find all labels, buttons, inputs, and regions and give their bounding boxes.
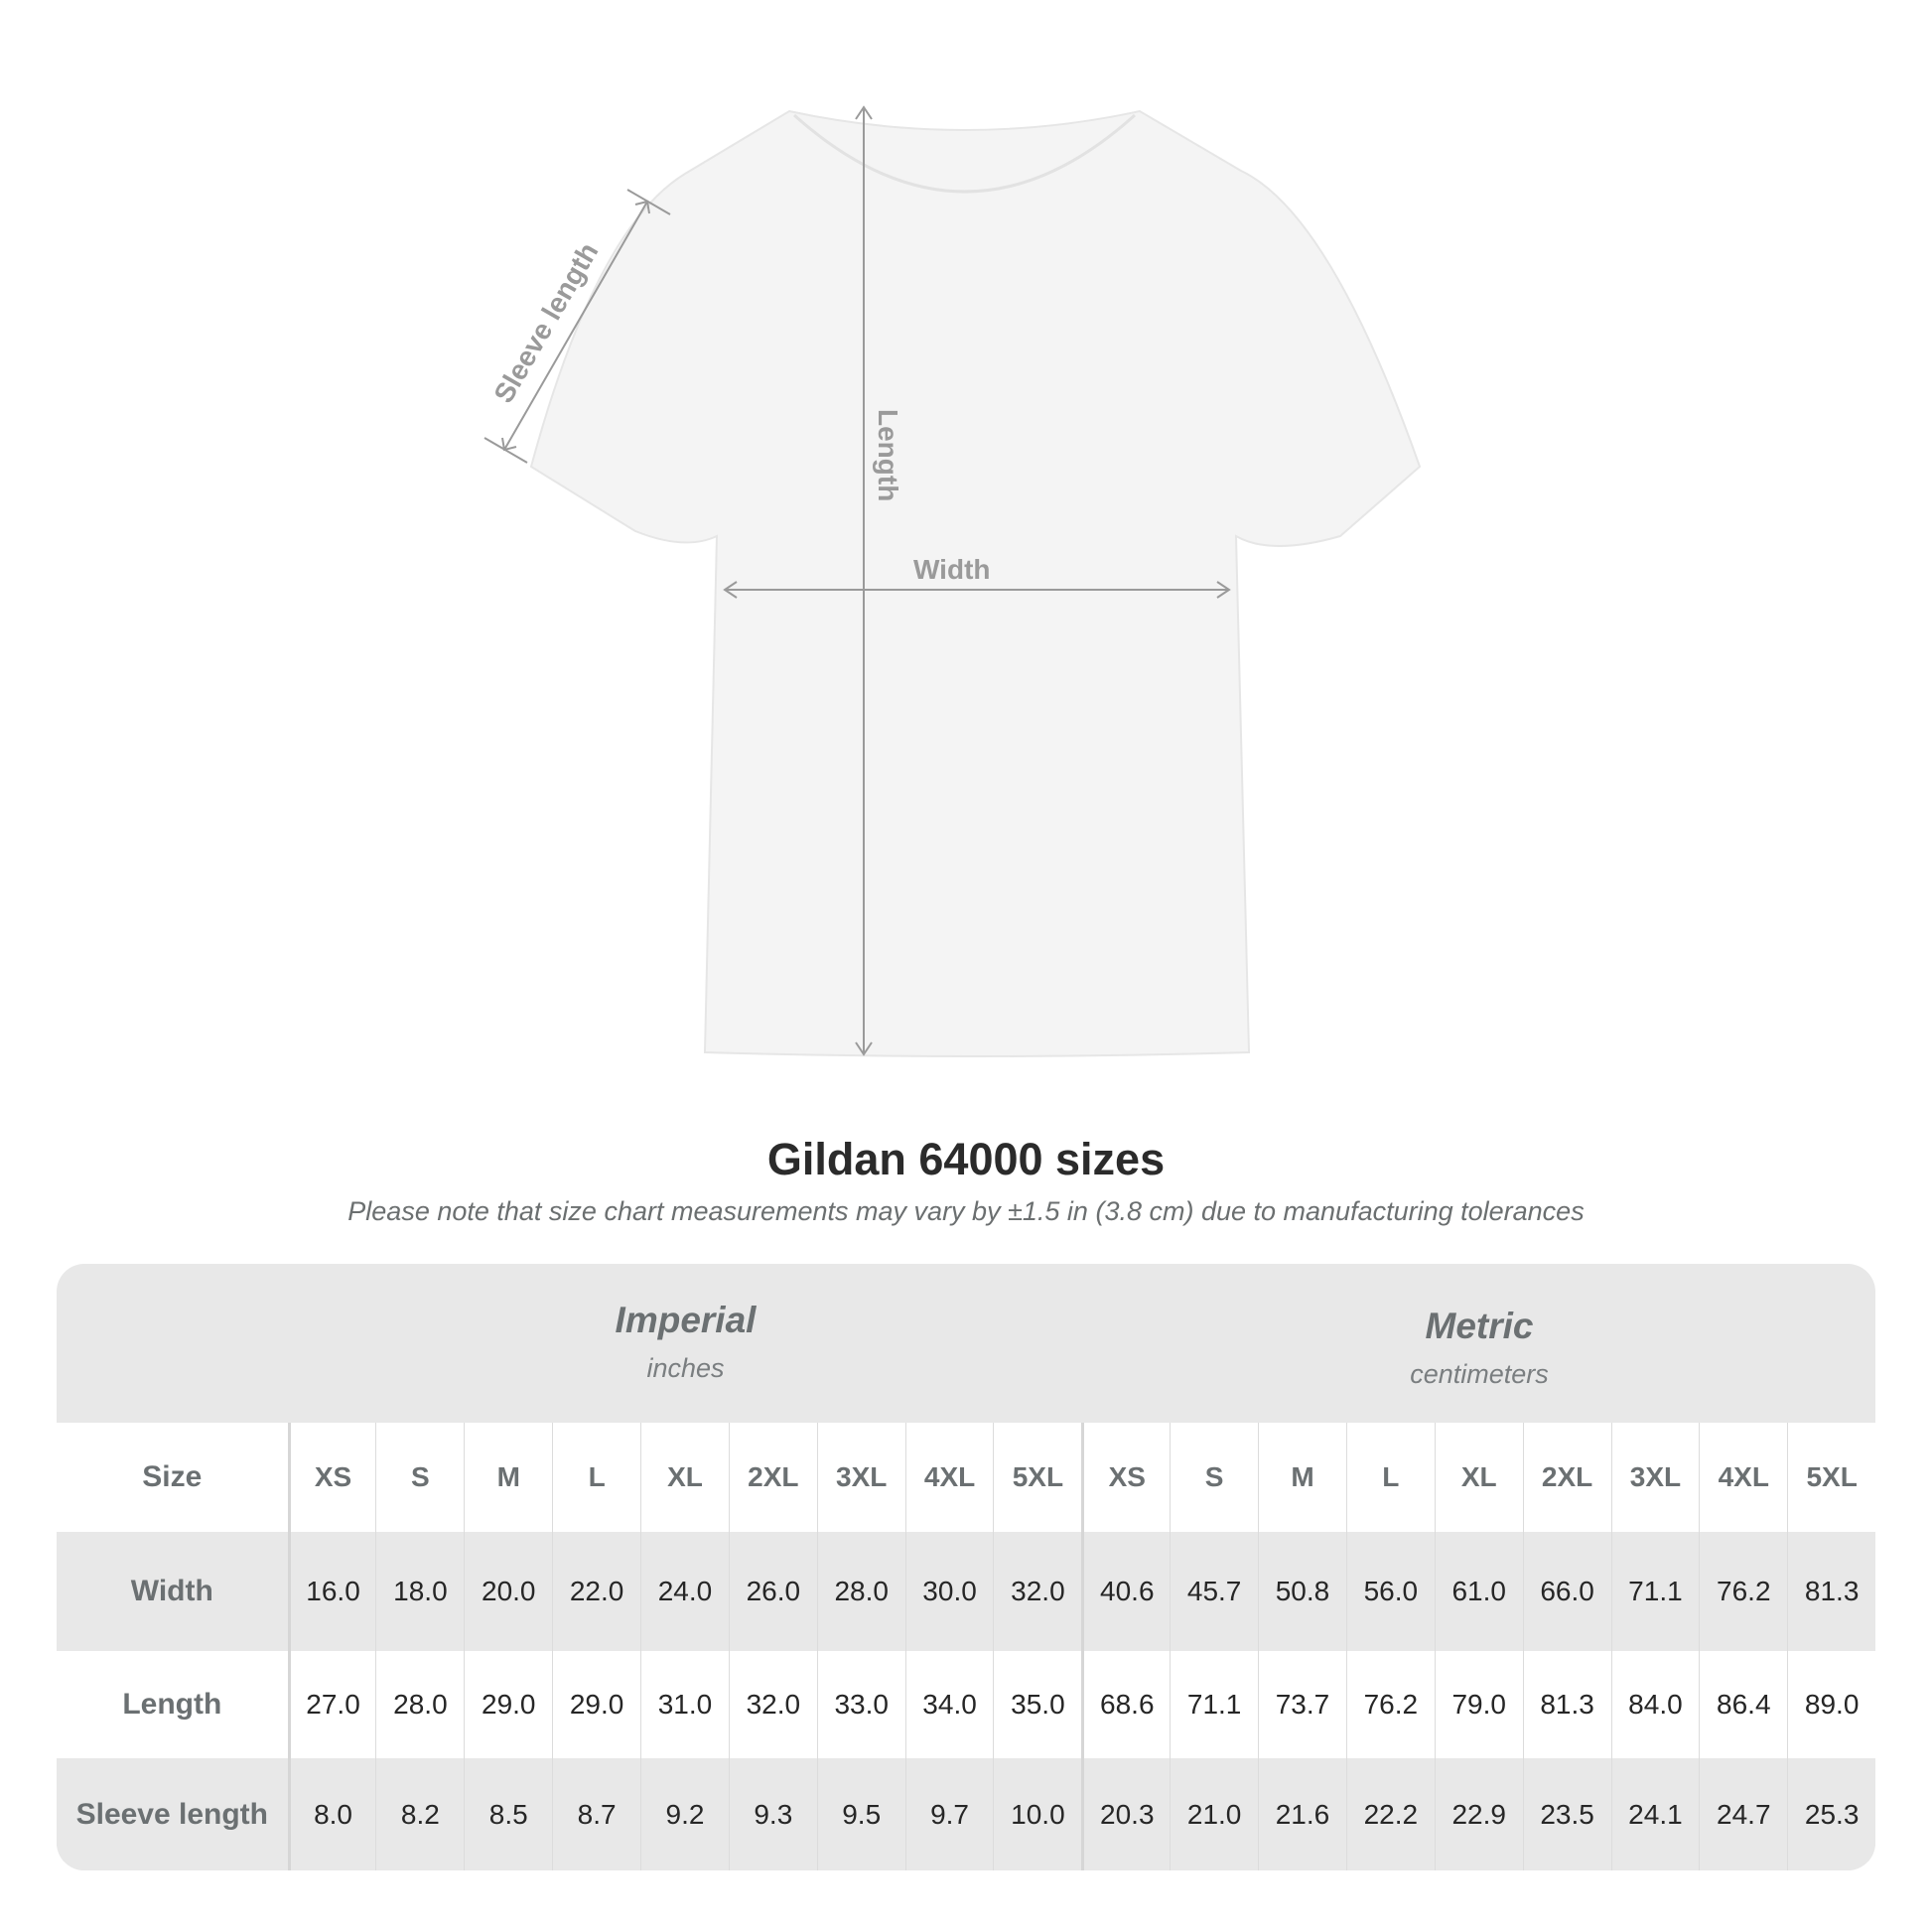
cell-metric: 71.1 (1170, 1651, 1258, 1758)
cell-imperial: 32.0 (728, 1651, 817, 1758)
metric-header: Metric centimeters (1083, 1264, 1875, 1464)
metric-unit: centimeters (1410, 1359, 1549, 1389)
cell-imperial: 35.0 (993, 1651, 1081, 1758)
cell-imperial: 29.0 (552, 1651, 640, 1758)
cell-metric: 20.3 (1081, 1758, 1170, 1870)
cell-metric: 71.1 (1610, 1532, 1700, 1651)
size-header-metric: S (1170, 1423, 1258, 1532)
cell-imperial: 34.0 (904, 1651, 994, 1758)
cell-imperial: 18.0 (375, 1532, 464, 1651)
cell-metric: 81.3 (1522, 1651, 1611, 1758)
cell-metric: 66.0 (1522, 1532, 1611, 1651)
cell-metric: 73.7 (1258, 1651, 1346, 1758)
cell-metric: 68.6 (1081, 1651, 1170, 1758)
cell-imperial: 33.0 (816, 1651, 905, 1758)
size-header-imperial: XL (640, 1423, 729, 1532)
cell-metric: 24.7 (1699, 1758, 1787, 1870)
cell-imperial: 30.0 (904, 1532, 994, 1651)
size-header-metric: 2XL (1522, 1423, 1611, 1532)
size-header-imperial: 4XL (904, 1423, 994, 1532)
cell-imperial: 26.0 (728, 1532, 817, 1651)
cell-imperial: 9.2 (640, 1758, 729, 1870)
cell-metric: 76.2 (1345, 1651, 1435, 1758)
table-row: Length 27.0 28.0 29.0 29.0 31.0 32.0 33.0 34.0 35… (57, 1651, 1875, 1758)
length-label: Length (873, 409, 903, 501)
cell-imperial: 9.3 (728, 1758, 817, 1870)
cell-imperial: 31.0 (640, 1651, 729, 1758)
page-title: Gildan 64000 sizes (766, 1134, 1166, 1184)
size-header-imperial: XS (287, 1423, 376, 1532)
row-label: Width (130, 1575, 213, 1607)
length-arrow (855, 105, 873, 1056)
cell-imperial: 32.0 (993, 1532, 1081, 1651)
cell-imperial: 22.0 (552, 1532, 640, 1651)
cell-metric: 25.3 (1787, 1758, 1875, 1870)
cell-imperial: 8.2 (375, 1758, 464, 1870)
size-header-imperial: S (375, 1423, 464, 1532)
cell-metric: 76.2 (1699, 1532, 1787, 1651)
cell-imperial: 28.0 (816, 1532, 905, 1651)
size-header-imperial: 3XL (816, 1423, 905, 1532)
size-header-label: Size (142, 1460, 203, 1493)
tshirt-diagram: Length Width Sleeve length (483, 105, 1422, 1057)
size-header-imperial: 2XL (728, 1423, 817, 1532)
cell-imperial: 28.0 (375, 1651, 464, 1758)
width-label: Width (913, 554, 991, 585)
sleeve-length-arrow (483, 189, 671, 464)
size-header-metric: XL (1434, 1423, 1523, 1532)
cell-imperial: 9.7 (904, 1758, 994, 1870)
cell-imperial: 27.0 (287, 1651, 376, 1758)
size-table: Imperial inches Metric centimeters Size X… (57, 1264, 1875, 1870)
tshirt-collar (792, 113, 1137, 194)
cell-metric: 45.7 (1170, 1532, 1258, 1651)
cell-metric: 23.5 (1522, 1758, 1611, 1870)
cell-metric: 22.9 (1434, 1758, 1523, 1870)
cell-metric: 81.3 (1787, 1532, 1875, 1651)
tshirt-shape (529, 109, 1422, 1057)
cell-metric: 22.2 (1345, 1758, 1435, 1870)
size-header-metric: XS (1081, 1423, 1170, 1532)
cell-imperial: 16.0 (287, 1532, 376, 1651)
cell-metric: 84.0 (1610, 1651, 1700, 1758)
cell-imperial: 24.0 (640, 1532, 729, 1651)
table-row: Sleeve length 8.0 8.2 8.5 8.7 9.2 9.3 9.5 9.7 10.… (57, 1758, 1875, 1870)
cell-metric: 89.0 (1787, 1651, 1875, 1758)
imperial-title: Imperial (615, 1300, 757, 1340)
cell-metric: 21.0 (1170, 1758, 1258, 1870)
size-header-row: Size XS S M L XL 2XL 3XL 4XL 5XL XS S M L XL 2XL 3XL 4XL 5… (57, 1423, 1875, 1532)
cell-imperial: 8.7 (552, 1758, 640, 1870)
size-header-imperial: M (464, 1423, 552, 1532)
size-header-metric: M (1258, 1423, 1346, 1532)
cell-metric: 79.0 (1434, 1651, 1523, 1758)
imperial-unit: inches (646, 1353, 725, 1383)
tolerance-note: Please note that size chart measurements… (347, 1196, 1585, 1226)
cell-metric: 56.0 (1345, 1532, 1435, 1651)
cell-metric: 61.0 (1434, 1532, 1523, 1651)
cell-imperial: 8.0 (287, 1758, 376, 1870)
cell-imperial: 20.0 (464, 1532, 552, 1651)
cell-imperial: 9.5 (816, 1758, 905, 1870)
cell-metric: 21.6 (1258, 1758, 1346, 1870)
cell-metric: 40.6 (1081, 1532, 1170, 1651)
cell-metric: 86.4 (1699, 1651, 1787, 1758)
row-label: Sleeve length (75, 1797, 268, 1831)
size-header-imperial: L (552, 1423, 640, 1532)
cell-imperial: 8.5 (464, 1758, 552, 1870)
width-arrow (723, 581, 1231, 599)
table-row: Width 16.0 18.0 20.0 22.0 24.0 26.0 28.0 30.0 32.… (57, 1532, 1875, 1651)
size-header-metric: 4XL (1699, 1423, 1787, 1532)
size-header-imperial: 5XL (993, 1423, 1081, 1532)
cell-imperial: 29.0 (464, 1651, 552, 1758)
metric-title: Metric (1425, 1306, 1534, 1346)
cell-metric: 50.8 (1258, 1532, 1346, 1651)
row-label: Length (122, 1688, 222, 1721)
cell-metric: 24.1 (1610, 1758, 1700, 1870)
size-header-metric: 3XL (1610, 1423, 1700, 1532)
cell-imperial: 10.0 (993, 1758, 1081, 1870)
size-header-metric: 5XL (1787, 1423, 1875, 1532)
imperial-header: Imperial inches (288, 1264, 1083, 1458)
size-header-metric: L (1345, 1423, 1435, 1532)
